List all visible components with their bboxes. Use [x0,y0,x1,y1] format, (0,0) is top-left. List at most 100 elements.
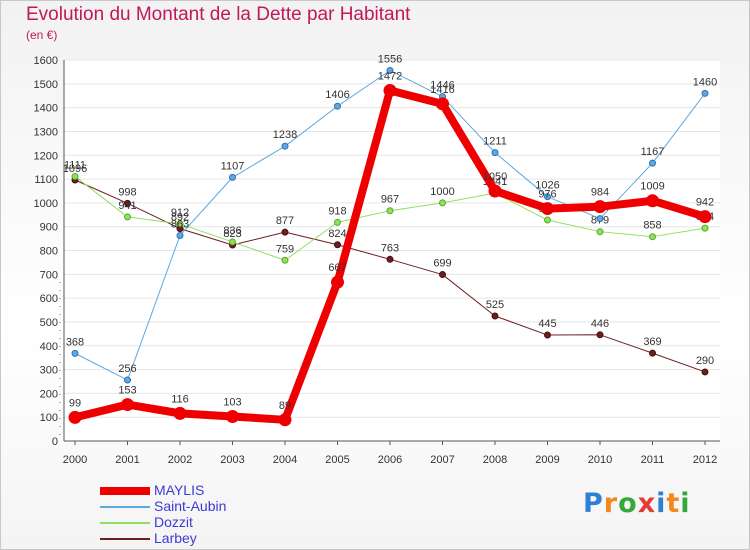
data-label-larbey: 446 [591,318,609,330]
data-point-larbey [649,349,656,357]
legend-swatch-larbey [100,538,150,540]
data-label-maylis: 942 [696,197,714,209]
data-label-maylis: 984 [591,187,609,199]
data-label-maylis: 1050 [483,171,507,183]
x-tick-label: 2004 [273,454,297,466]
data-point-dozzit [386,207,394,215]
data-point-larbey [281,228,289,236]
data-label-dozzit: 836 [223,225,241,237]
y-tick-label: 500 [40,317,58,329]
data-label-larbey: 998 [118,186,136,198]
chart-unit-label: (en €) [26,28,58,42]
brand-logo-letter: x [637,488,657,519]
data-label-saint-aubin: 863 [171,218,189,230]
data-label-saint-aubin: 256 [118,363,136,375]
legend-label-saint-aubin: Saint-Aubin [154,498,227,514]
data-point-maylis [173,406,187,420]
data-label-dozzit: 759 [276,243,294,255]
data-point-maylis [646,194,659,208]
data-label-saint-aubin: 1238 [273,129,297,141]
brand-logo-letter: r [603,488,619,519]
brand-logo-letter: i [656,488,667,519]
data-label-maylis: 1416 [430,84,454,96]
y-tick-label: 0 [52,436,58,448]
y-tick-label: 1300 [34,126,58,138]
data-point-saint-aubin [334,102,341,110]
data-point-saint-aubin [544,193,551,201]
data-point-maylis [68,410,82,424]
data-point-dozzit [439,199,446,207]
data-point-maylis [278,413,292,427]
data-label-larbey: 763 [381,242,399,254]
data-label-maylis: 667 [328,262,346,274]
data-label-larbey: 699 [433,258,451,270]
data-point-dozzit [596,228,604,236]
data-point-maylis [698,210,712,224]
data-point-maylis [488,184,502,198]
data-label-saint-aubin: 1107 [221,160,245,172]
data-label-maylis: 1472 [378,70,402,82]
brand-logo: Proxiti [583,488,691,519]
data-point-maylis [383,83,397,97]
data-label-dozzit: 967 [381,194,399,206]
data-label-larbey: 892 [171,212,189,224]
y-tick-label: 300 [40,365,58,377]
data-point-dozzit [124,213,131,221]
y-tick-label: 1100 [34,174,58,186]
legend-item-saint-aubin: Saint-Aubin [100,498,300,515]
data-label-saint-aubin: 1167 [641,146,665,158]
data-label-dozzit: 1111 [64,159,86,171]
chart-title: Evolution du Montant de la Dette par Hab… [26,4,411,25]
data-point-saint-aubin [701,89,709,97]
data-label-larbey: 877 [276,215,294,227]
data-label-maylis: 116 [171,393,189,405]
y-tick-label: 1200 [34,150,58,162]
legend-label-dozzit: Dozzit [154,514,193,530]
x-tick-label: 2005 [325,454,349,466]
x-tick-label: 2007 [430,454,454,466]
x-tick-label: 2006 [378,454,402,466]
data-point-larbey [544,331,551,339]
x-tick-label: 2001 [115,454,139,466]
data-label-larbey: 824 [328,228,346,240]
data-point-dozzit [334,218,341,226]
y-tick-label: 800 [40,246,58,258]
data-point-dozzit [649,233,656,241]
data-point-maylis [436,97,449,111]
data-point-saint-aubin [386,66,394,74]
data-label-dozzit: 941 [118,200,136,212]
data-point-saint-aubin [491,149,499,157]
brand-logo-letter: o [618,488,638,519]
data-point-dozzit [701,224,709,232]
data-point-larbey [386,255,394,263]
data-label-larbey: 290 [696,355,714,367]
legend-item-larbey: Larbey [100,530,300,547]
data-point-larbey [491,312,499,320]
data-label-maylis: 153 [118,385,136,397]
data-point-saint-aubin [176,231,184,239]
y-tick-label: 600 [40,293,58,305]
data-label-saint-aubin: 1026 [535,180,559,192]
y-tick-label: 900 [40,222,58,234]
data-label-larbey: 823 [223,228,241,240]
data-point-dozzit [544,216,551,224]
legend-item-maylis: MAYLIS [100,482,300,499]
data-point-saint-aubin [71,349,79,357]
y-tick-label: 200 [40,388,58,400]
data-point-maylis [121,398,134,412]
y-tick-label: 1000 [34,198,58,210]
data-label-larbey: 525 [486,299,504,311]
data-point-saint-aubin [229,173,236,181]
data-label-dozzit: 912 [171,207,189,219]
y-tick-label: 1400 [34,103,58,115]
data-point-dozzit [71,172,79,180]
legend-label-maylis: MAYLIS [154,482,205,498]
legend-swatch-dozzit [100,522,150,524]
y-tick-label: 1500 [34,79,58,91]
data-label-maylis: 89 [279,400,291,412]
legend-swatch-maylis [100,487,150,495]
y-tick-label: 1600 [34,55,58,67]
data-point-saint-aubin [649,159,656,167]
brand-logo-letter: i [680,488,691,519]
y-tick-label: 700 [40,269,58,281]
